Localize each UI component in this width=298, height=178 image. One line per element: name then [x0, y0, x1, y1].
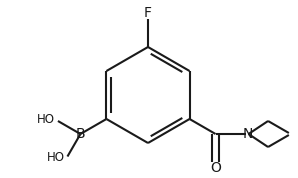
Text: N: N	[242, 127, 253, 141]
Text: HO: HO	[46, 151, 64, 164]
Text: O: O	[210, 161, 221, 175]
Text: B: B	[76, 127, 85, 141]
Text: HO: HO	[37, 114, 55, 127]
Text: F: F	[144, 6, 152, 20]
